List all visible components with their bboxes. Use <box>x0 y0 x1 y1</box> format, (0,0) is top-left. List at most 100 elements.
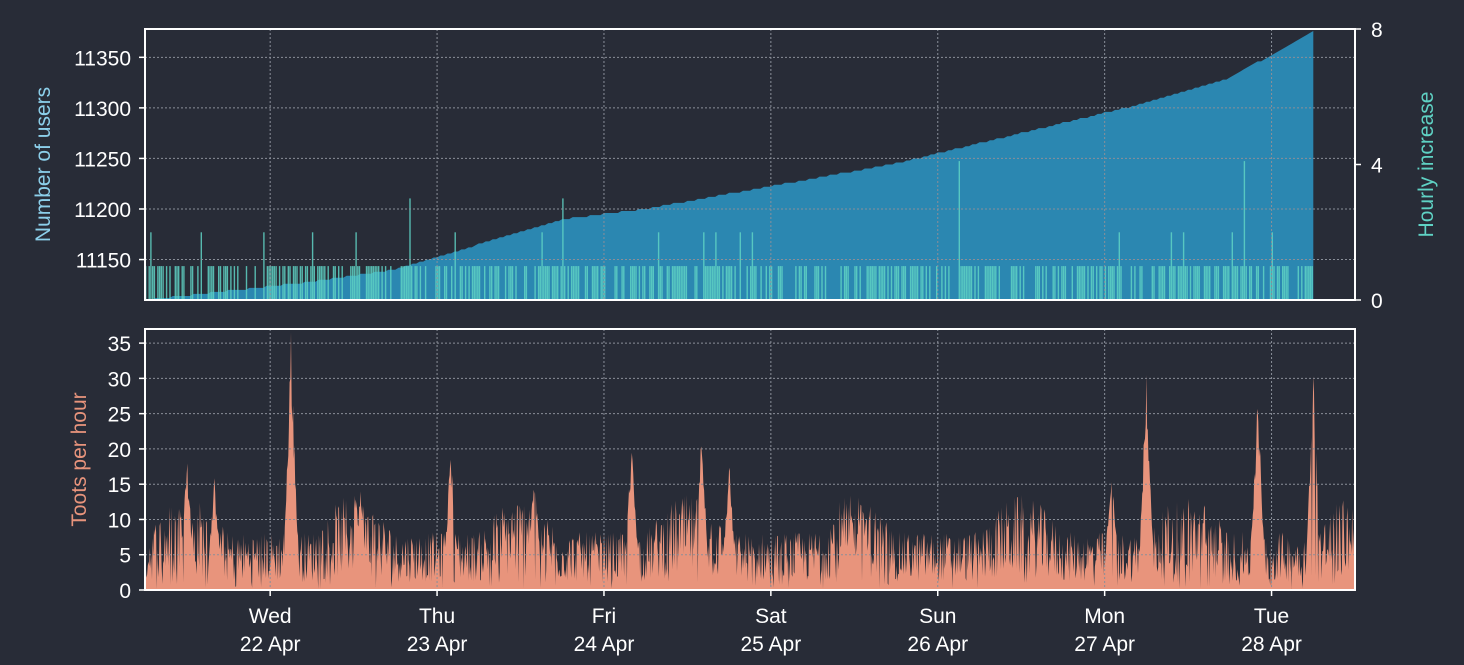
hourly-bar <box>703 232 705 300</box>
hourly-bar <box>936 266 938 300</box>
hourly-bar <box>1273 266 1275 300</box>
hourly-bar <box>496 266 498 300</box>
hourly-bar <box>1193 266 1195 300</box>
toots-frame <box>144 328 1356 591</box>
hourly-bar <box>544 266 547 300</box>
hourly-bar <box>666 266 668 300</box>
hourly-bar <box>769 266 771 300</box>
hourly-bar <box>1012 266 1014 300</box>
y-tick-label: 11250 <box>74 148 131 171</box>
hourly-bar <box>986 266 988 300</box>
hourly-bar <box>219 266 222 300</box>
hourly-bar <box>685 266 688 300</box>
hourly-bar <box>557 266 559 300</box>
hourly-bar <box>1090 266 1093 300</box>
hourly-bar <box>165 266 168 300</box>
hourly-bar <box>1283 266 1286 300</box>
hourly-bar <box>1038 266 1040 300</box>
hourly-bar <box>1118 232 1120 300</box>
hourly-bar <box>1158 266 1160 300</box>
hourly-bar <box>574 266 576 300</box>
hourly-bar <box>287 266 289 300</box>
hourly-bar <box>1111 266 1113 300</box>
hourly-bar <box>402 266 404 300</box>
hourly-bar <box>508 266 510 300</box>
hourly-bar <box>922 266 924 300</box>
hourly-bar <box>405 266 408 300</box>
hourly-bar <box>1078 266 1080 300</box>
y-tick-label: 15 <box>108 474 131 497</box>
hourly-bar <box>318 266 321 300</box>
hourly-bar <box>998 266 1000 300</box>
hourly-bar <box>1255 266 1258 300</box>
hourly-bar <box>435 266 437 300</box>
hourly-bar <box>760 266 762 300</box>
hourly-bar <box>1205 266 1207 300</box>
hourly-bar <box>150 232 152 300</box>
hourly-bar <box>357 266 359 300</box>
hourly-bar <box>365 266 368 300</box>
hourly-bar <box>570 266 573 300</box>
hourly-bar <box>461 266 463 300</box>
hourly-bar <box>873 266 875 300</box>
hourly-bar <box>683 266 686 300</box>
hourly-bar <box>1242 266 1244 300</box>
hourly-increase-series <box>145 161 1313 300</box>
hourly-bar <box>1311 266 1313 300</box>
hourly-bar <box>407 266 409 300</box>
hourly-bar <box>642 266 644 300</box>
hourly-bar <box>424 266 427 300</box>
hourly-bar <box>320 266 322 300</box>
hourly-bar <box>1109 266 1112 300</box>
hourly-bar <box>1231 232 1233 300</box>
hourly-bar <box>225 266 227 300</box>
hourly-bar <box>805 266 807 300</box>
hourly-bar <box>278 266 281 300</box>
hourly-bar <box>1113 266 1115 300</box>
x-tick-date-label: 26 Apr <box>907 633 968 656</box>
hourly-bar <box>197 266 199 300</box>
users-axis-label: Number of users <box>32 87 55 242</box>
hourly-bar <box>717 266 719 300</box>
hourly-bar <box>473 266 475 300</box>
hourly-bar <box>1236 266 1239 300</box>
hourly-bar <box>916 266 919 300</box>
hourly-bar <box>680 266 682 300</box>
hourly-bar <box>984 266 987 300</box>
hourly-bar <box>1243 161 1246 300</box>
hourly-bar <box>212 266 215 300</box>
hourly-bar <box>1304 266 1306 300</box>
hourly-bar <box>555 266 557 300</box>
hourly-bar <box>798 266 801 300</box>
hourly-bar <box>438 266 441 300</box>
hourly-bar <box>913 266 915 300</box>
hourly-bar <box>795 266 797 300</box>
hourly-bar <box>572 266 575 300</box>
hourly-bar <box>1172 266 1174 300</box>
hourly-bar <box>755 266 757 300</box>
hourly-bar <box>1130 266 1133 300</box>
hourly-bar <box>1233 266 1235 300</box>
hourly-bar <box>974 266 976 300</box>
hourly-bar <box>183 266 185 300</box>
hourly-bar <box>1014 266 1016 300</box>
hourly-bar <box>271 266 274 300</box>
hourly-bar <box>890 266 893 300</box>
hourly-bar <box>294 266 296 300</box>
hourly-bar <box>355 232 357 300</box>
y-tick-label: 5 <box>119 545 131 568</box>
hourly-bar <box>969 266 971 300</box>
hourly-bar <box>534 266 536 300</box>
hourly-bar <box>310 266 312 300</box>
hourly-bar <box>649 266 651 300</box>
hourly-bar <box>1198 266 1200 300</box>
hourly-bar <box>868 266 870 300</box>
x-tick-date-label: 25 Apr <box>741 633 802 656</box>
hourly-bar <box>268 266 270 300</box>
hourly-bar <box>1235 266 1237 300</box>
hourly-bar <box>751 232 754 300</box>
hourly-bar <box>753 266 755 300</box>
hourly-bar <box>218 266 220 300</box>
y2-tick-label: 8 <box>1371 19 1383 42</box>
hourly-bar <box>419 266 422 300</box>
